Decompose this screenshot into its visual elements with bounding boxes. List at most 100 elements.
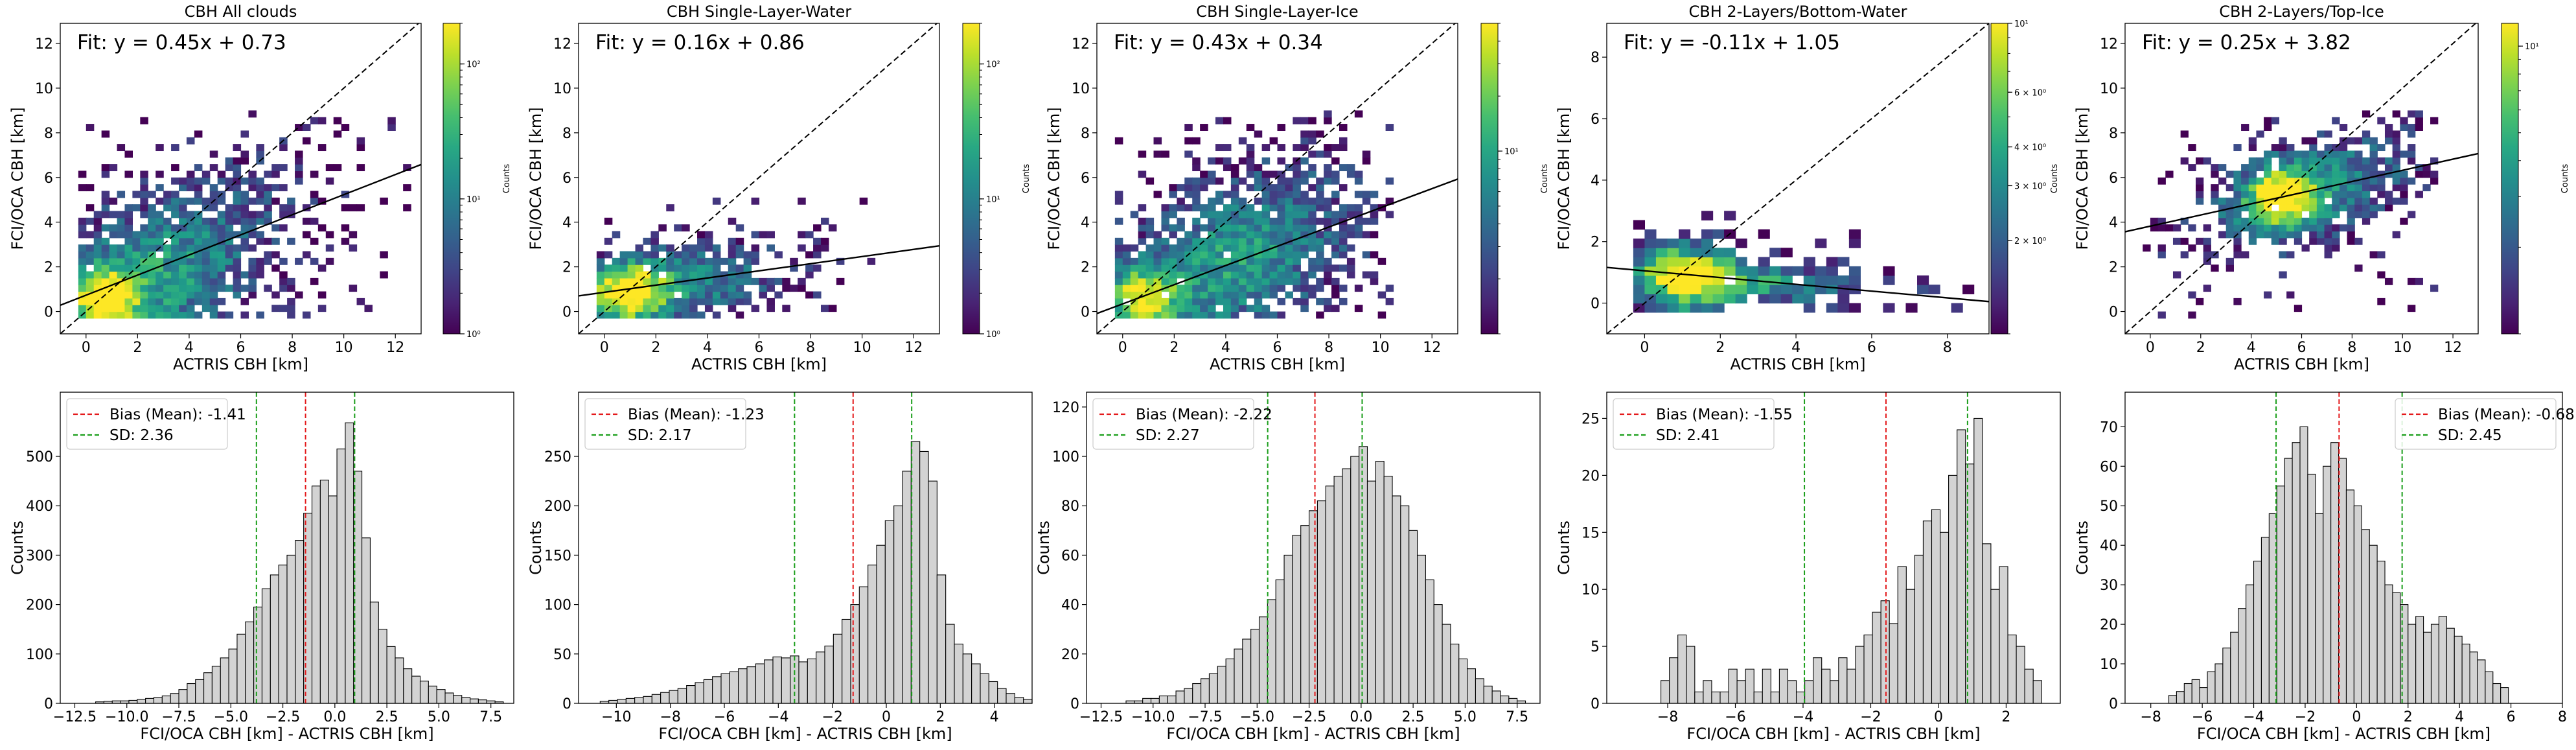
heatmap-cell xyxy=(1815,275,1827,285)
heatmap-cell xyxy=(2324,211,2332,218)
heatmap-cell xyxy=(1339,244,1348,252)
y-tick-label: 10 xyxy=(2100,81,2118,97)
x-tick-label: 8 xyxy=(806,340,815,356)
heatmap-cell xyxy=(179,285,187,292)
heatmap-cell xyxy=(1153,298,1162,305)
heatmap-cell xyxy=(349,285,358,292)
heatmap-cell xyxy=(1138,311,1147,319)
heatmap-cell xyxy=(186,298,195,305)
heatmap-cell xyxy=(682,251,690,259)
heatmap-cell xyxy=(117,298,126,305)
heatmap-cell xyxy=(1169,224,1177,232)
heatmap-cell xyxy=(1293,211,1301,218)
colorbar-tick-label: 6 × 10⁰ xyxy=(2014,88,2046,98)
heatmap-cell xyxy=(117,251,126,259)
heatmap-cell xyxy=(1138,237,1147,245)
heatmap-cell xyxy=(1153,191,1162,198)
heatmap-cell xyxy=(689,271,698,279)
heatmap-cell xyxy=(1712,248,1725,258)
heatmap-cell xyxy=(2157,177,2166,185)
heatmap-cell xyxy=(2347,157,2355,165)
heatmap-cell xyxy=(1169,231,1177,239)
heatmap-cell xyxy=(2218,231,2227,239)
heatmap-cell xyxy=(132,204,141,212)
heatmap-cell xyxy=(1308,291,1317,299)
heatmap-cell xyxy=(1277,211,1286,218)
colorbar xyxy=(1480,23,1499,334)
heatmap-cell xyxy=(1208,217,1216,225)
heatmap-cell xyxy=(728,291,737,299)
heatmap-cell xyxy=(1184,271,1193,279)
heatmap-cell xyxy=(1316,204,1324,212)
heatmap-cell xyxy=(1346,244,1355,252)
heatmap-cell xyxy=(1316,197,1324,205)
heatmap-cell xyxy=(1200,257,1208,265)
heatmap-cell xyxy=(140,305,148,312)
heatmap-cell xyxy=(124,251,133,259)
heatmap-cell xyxy=(2309,217,2317,225)
heatmap-cell xyxy=(1792,285,1804,294)
heatmap-cell xyxy=(1238,271,1247,279)
heatmap-cell xyxy=(1285,291,1293,299)
fit-equation: Fit: y = 0.43x + 0.34 xyxy=(1114,31,1323,54)
heatmap-cell xyxy=(766,231,775,239)
heatmap-cell xyxy=(124,150,133,158)
heatmap-cell xyxy=(1200,251,1208,259)
heatmap-cell xyxy=(201,298,211,305)
heatmap-cell xyxy=(2408,305,2416,312)
histogram-bar xyxy=(2016,646,2025,704)
heatmap-cell xyxy=(2332,170,2340,178)
heatmap-cell xyxy=(2347,191,2355,198)
heatmap-cell xyxy=(2211,264,2219,272)
histogram-bar xyxy=(1957,429,1966,704)
heatmap-cell xyxy=(1230,204,1239,212)
colorbar-tick-label: 10¹ xyxy=(2014,19,2029,29)
heatmap-cell xyxy=(1308,211,1317,218)
y-tick-label: 20 xyxy=(2100,617,2118,633)
heatmap-cell xyxy=(1769,266,1782,276)
heatmap-cell xyxy=(735,264,744,272)
colorbar xyxy=(1990,23,2008,334)
heatmap-cell xyxy=(1254,237,1263,245)
heatmap-cell xyxy=(2309,177,2317,185)
histogram-bar xyxy=(2323,465,2332,704)
heatmap-cell xyxy=(2233,237,2242,245)
heatmap-cell xyxy=(658,244,667,252)
heatmap-cell xyxy=(2392,164,2400,172)
heatmap-cell xyxy=(1293,251,1301,259)
heatmap-cell xyxy=(132,257,141,265)
heatmap-cell xyxy=(2422,170,2431,178)
histogram-bar xyxy=(1821,668,1831,704)
heatmap-cell xyxy=(2271,117,2280,124)
heatmap-cell xyxy=(2211,184,2219,192)
heatmap-cell xyxy=(209,164,218,172)
heatmap-cell xyxy=(1277,231,1286,239)
heatmap-cell xyxy=(619,271,628,279)
heatmap-cell xyxy=(225,251,234,259)
heatmap-cell xyxy=(341,204,350,212)
heatmap-cell xyxy=(341,237,350,245)
histogram-bar xyxy=(195,679,205,704)
heatmap-cell xyxy=(2256,217,2264,225)
x-tick-label: −6 xyxy=(2192,709,2213,725)
heatmap-cell xyxy=(2225,217,2234,225)
heatmap-cell xyxy=(179,231,187,239)
heatmap-cell xyxy=(2264,117,2272,124)
heatmap-cell xyxy=(117,264,126,272)
heatmap-cell xyxy=(163,311,172,319)
heatmap-cell xyxy=(2188,244,2196,252)
x-tick-label: 0 xyxy=(600,340,609,356)
heatmap-cell xyxy=(596,257,605,265)
heatmap-cell xyxy=(140,277,148,285)
heatmap-cell xyxy=(1308,170,1317,178)
heatmap-cell xyxy=(256,197,264,205)
heatmap-cell xyxy=(93,285,102,292)
heatmap-cell xyxy=(2369,157,2378,165)
heatmap-cell xyxy=(1962,285,1975,294)
heatmap-cell xyxy=(643,305,651,312)
heatmap-cell xyxy=(2316,237,2325,245)
heatmap-cell xyxy=(2408,157,2416,165)
heatmap-cell xyxy=(1293,224,1301,232)
heatmap-cell xyxy=(1208,291,1216,299)
